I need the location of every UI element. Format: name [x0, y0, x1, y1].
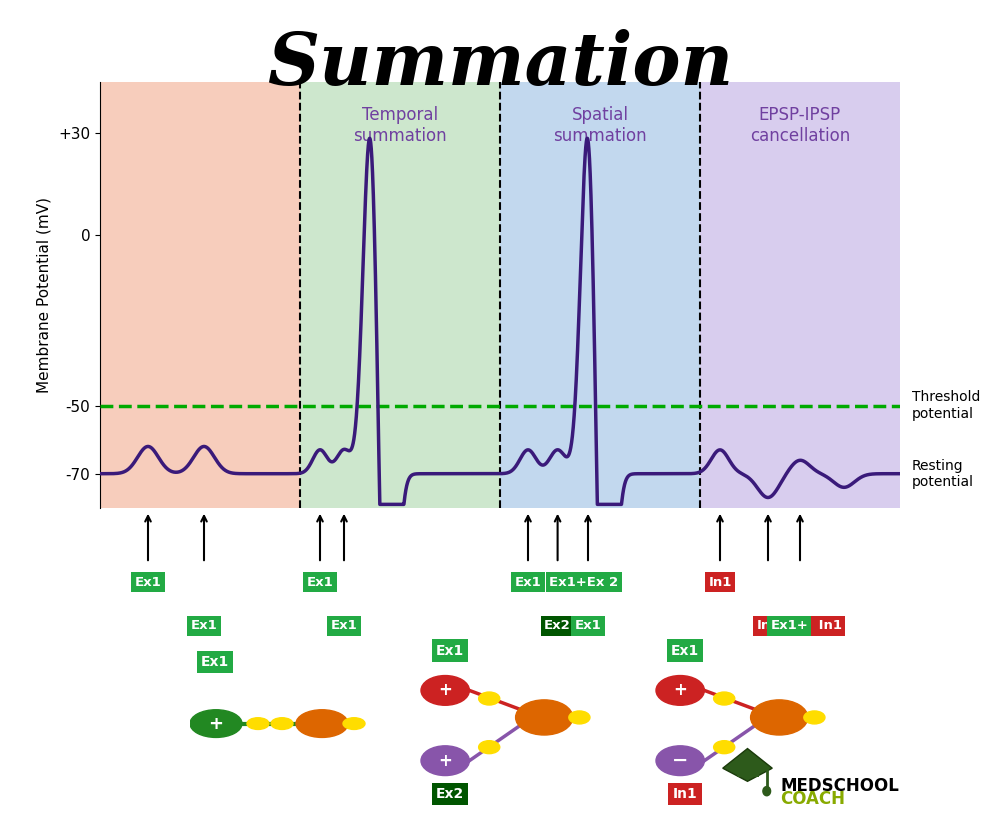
Circle shape: [247, 717, 269, 730]
Text: Ex1: Ex1: [671, 644, 699, 658]
Text: Ex1+: Ex1+: [771, 619, 808, 632]
Circle shape: [656, 746, 704, 776]
Text: +: +: [438, 681, 452, 699]
Circle shape: [479, 740, 500, 753]
Text: In1: In1: [756, 619, 780, 632]
Text: Ex1: Ex1: [201, 655, 229, 669]
Circle shape: [763, 786, 771, 796]
Text: Ex1: Ex1: [331, 619, 357, 632]
Text: In1: In1: [814, 619, 842, 632]
Text: COACH: COACH: [780, 790, 845, 808]
Circle shape: [271, 717, 293, 730]
Bar: [700, 82, 900, 508]
Circle shape: [421, 746, 469, 776]
Circle shape: [751, 700, 808, 735]
Text: Ex2: Ex2: [436, 787, 464, 801]
Circle shape: [569, 711, 590, 724]
Text: +: +: [208, 715, 224, 732]
Text: In1: In1: [673, 787, 697, 801]
Bar: [300, 82, 500, 508]
Text: Ex1+Ex 2: Ex1+Ex 2: [549, 576, 619, 589]
Text: Threshold
potential: Threshold potential: [912, 391, 980, 421]
Circle shape: [190, 710, 242, 737]
Text: Ex1: Ex1: [515, 576, 541, 589]
Text: Resting
potential: Resting potential: [912, 459, 974, 489]
Circle shape: [516, 700, 573, 735]
Text: Ex1: Ex1: [307, 576, 333, 589]
Circle shape: [343, 717, 365, 730]
Text: Ex1: Ex1: [191, 619, 217, 632]
Text: Temporal
summation: Temporal summation: [353, 106, 447, 144]
Circle shape: [714, 692, 735, 705]
Text: Ex1: Ex1: [135, 576, 161, 589]
Text: +: +: [438, 752, 452, 770]
Text: Ex1: Ex1: [436, 644, 464, 658]
Text: MEDSCHOOL: MEDSCHOOL: [780, 777, 899, 795]
Bar: [100, 82, 300, 508]
Bar: [500, 82, 700, 508]
Polygon shape: [723, 749, 772, 781]
Circle shape: [714, 740, 735, 753]
Y-axis label: Membrane Potential (mV): Membrane Potential (mV): [36, 197, 51, 393]
Text: Ex2: Ex2: [544, 619, 571, 632]
Text: Spatial
summation: Spatial summation: [553, 106, 647, 144]
Circle shape: [479, 692, 500, 705]
Text: +: +: [673, 681, 687, 699]
Text: Ex1: Ex1: [575, 619, 601, 632]
Text: Summation: Summation: [267, 29, 733, 100]
Circle shape: [296, 710, 348, 737]
Text: In1: In1: [708, 576, 732, 589]
Circle shape: [421, 676, 469, 705]
Text: EPSP-IPSP
cancellation: EPSP-IPSP cancellation: [750, 106, 850, 144]
Circle shape: [804, 711, 825, 724]
Circle shape: [656, 676, 704, 705]
Text: −: −: [672, 751, 688, 770]
Polygon shape: [736, 770, 759, 776]
